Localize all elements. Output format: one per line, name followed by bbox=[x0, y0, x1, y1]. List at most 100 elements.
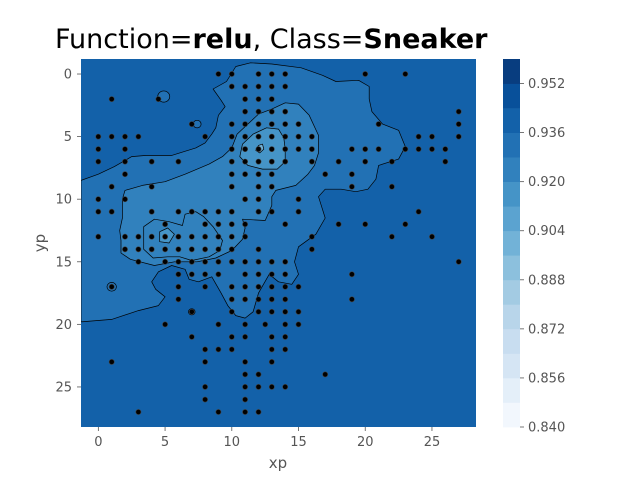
scatter-point bbox=[108, 208, 115, 215]
scatter-point bbox=[295, 133, 302, 140]
colorbar-segment bbox=[503, 328, 520, 354]
scatter-point bbox=[402, 71, 409, 77]
scatter-point bbox=[175, 208, 182, 215]
scatter-point bbox=[282, 121, 289, 127]
colorbar-segment bbox=[503, 255, 520, 281]
scatter-point bbox=[215, 346, 222, 353]
scatter-point bbox=[162, 221, 168, 228]
scatter-point bbox=[95, 196, 102, 203]
scatter-point bbox=[255, 409, 262, 415]
scatter-point bbox=[268, 171, 275, 178]
scatter-point bbox=[388, 158, 395, 165]
scatter-point bbox=[335, 158, 342, 165]
contour-line-lower-left-lobe bbox=[143, 211, 223, 261]
scatter-point bbox=[268, 258, 275, 265]
scatter-point bbox=[122, 246, 128, 253]
scatter-point bbox=[202, 271, 208, 278]
scatter-point bbox=[295, 321, 302, 328]
scatter-point bbox=[175, 246, 182, 253]
scatter-point bbox=[255, 171, 262, 178]
y-tick-label: 10 bbox=[55, 193, 72, 208]
scatter-point bbox=[268, 308, 275, 315]
title-prefix: Function= bbox=[55, 24, 192, 55]
scatter-point bbox=[135, 233, 142, 240]
scatter-point bbox=[455, 258, 462, 265]
scatter-point bbox=[268, 296, 275, 303]
scatter-point bbox=[308, 158, 315, 165]
scatter-point bbox=[429, 133, 435, 140]
scatter-point bbox=[108, 183, 115, 190]
scatter-point bbox=[215, 321, 222, 328]
scatter-point bbox=[308, 233, 315, 240]
scatter-point bbox=[388, 233, 395, 240]
scatter-point bbox=[202, 133, 208, 140]
colorbar-segment bbox=[503, 59, 520, 84]
scatter-point bbox=[95, 233, 102, 240]
scatter-point bbox=[228, 121, 235, 127]
scatter-point bbox=[415, 133, 422, 140]
scatter-point bbox=[148, 183, 155, 190]
scatter-point bbox=[242, 171, 248, 178]
scatter-point bbox=[122, 233, 128, 240]
scatter-point bbox=[215, 258, 222, 265]
scatter-point bbox=[282, 271, 289, 278]
scatter-point bbox=[429, 233, 435, 240]
scatter-point bbox=[242, 96, 248, 102]
scatter-point bbox=[148, 233, 155, 240]
scatter-point bbox=[228, 296, 235, 303]
scatter-point bbox=[242, 321, 248, 328]
scatter-point bbox=[255, 371, 262, 378]
scatter-point bbox=[95, 133, 102, 140]
scatter-point bbox=[362, 158, 369, 165]
scatter-point bbox=[282, 133, 289, 140]
y-axis: 0 5 10 15 20 25 bbox=[55, 68, 81, 395]
colorbar-tick-label: 0.872 bbox=[528, 322, 565, 337]
scatter-point bbox=[282, 333, 289, 340]
scatter-point bbox=[268, 146, 275, 152]
scatter-point bbox=[215, 208, 222, 215]
scatter-point bbox=[348, 296, 355, 303]
scatter-point bbox=[148, 158, 155, 165]
scatter-point bbox=[255, 283, 262, 290]
scatter-point bbox=[415, 208, 422, 215]
scatter-point bbox=[268, 183, 275, 190]
colorbar-tick-label: 0.920 bbox=[528, 175, 565, 190]
colorbar-segment bbox=[503, 206, 520, 232]
scatter-point bbox=[228, 333, 235, 340]
scatter-point bbox=[242, 233, 248, 240]
scatter-point bbox=[122, 133, 128, 140]
colorbar: 0.840 0.856 0.872 0.888 0.904 0.920 0.936 0.952 bbox=[503, 59, 565, 436]
scatter-point bbox=[215, 409, 222, 415]
scatter-point bbox=[308, 146, 315, 152]
scatter-point bbox=[175, 296, 182, 303]
scatter-point bbox=[135, 409, 142, 415]
scatter-point bbox=[262, 321, 269, 328]
y-axis-label: yp bbox=[31, 234, 49, 252]
scatter-point bbox=[202, 358, 208, 365]
scatter-point bbox=[175, 233, 182, 240]
x-tick-label: 15 bbox=[290, 435, 307, 450]
scatter-point bbox=[175, 283, 182, 290]
plot-area bbox=[81, 59, 476, 427]
scatter-point bbox=[122, 196, 128, 203]
scatter-point bbox=[228, 133, 235, 140]
scatter-point bbox=[282, 221, 289, 228]
scatter-point bbox=[455, 108, 462, 115]
scatter-point bbox=[282, 158, 289, 165]
scatter-point bbox=[95, 208, 102, 215]
scatter-point bbox=[282, 108, 289, 115]
scatter-point bbox=[375, 121, 382, 127]
scatter-point bbox=[255, 246, 262, 253]
scatter-point bbox=[202, 396, 208, 403]
scatter-point bbox=[282, 71, 289, 77]
scatter-point bbox=[268, 121, 275, 127]
scatter-point bbox=[295, 208, 302, 215]
colorbar-segment bbox=[503, 157, 520, 182]
scatter-point bbox=[268, 133, 275, 140]
scatter-point bbox=[108, 96, 115, 102]
scatter-point bbox=[255, 183, 262, 190]
scatter-point bbox=[202, 233, 208, 240]
scatter-point bbox=[322, 171, 329, 178]
scatter-point bbox=[215, 271, 222, 278]
scatter-point bbox=[242, 133, 248, 140]
